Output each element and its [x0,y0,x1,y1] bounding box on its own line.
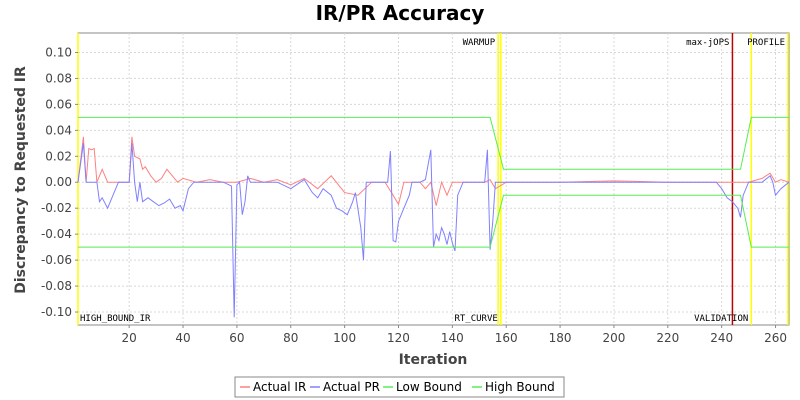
y-tick-label: 0.04 [45,123,72,137]
chart-title: IR/PR Accuracy [316,1,485,25]
x-tick-label: 80 [283,331,298,345]
markers [77,33,789,325]
legend-entry: Actual PR [323,380,380,394]
marker-label: RT_CURVE [454,314,497,324]
legend-box [234,376,565,398]
y-tick-label: 0.06 [45,97,72,111]
x-tick-label: 240 [710,331,733,345]
plot-area [77,32,790,326]
series-line [77,143,790,318]
x-tick-label: 120 [387,331,410,345]
y-tick-label: -0.02 [41,201,72,215]
y-tick-label: 0.00 [45,175,72,189]
x-tick-label: 40 [175,331,190,345]
marker-label: max-jOPS [686,38,729,48]
x-tick-label: 60 [229,331,244,345]
y-tick-label: -0.10 [41,305,72,319]
y-tick-label: 0.08 [45,71,72,85]
x-tick-label: 100 [333,331,356,345]
x-tick-label: 20 [122,331,137,345]
legend-entry: Actual IR [253,380,306,394]
y-tick-label: -0.06 [41,253,72,267]
y-axis-ticks: -0.10 -0.08 -0.06 -0.04 -0.02 0.00 0.02 0.04 0.0… [41,45,78,319]
x-tick-label: 260 [764,331,787,345]
x-tick-label: 140 [441,331,464,345]
x-tick-label: 180 [549,331,572,345]
y-tick-label: -0.04 [41,227,72,241]
y-tick-label: -0.08 [41,279,72,293]
y-axis-label: Discrepancy to Requested IR [13,66,29,294]
legend-entry: Low Bound [396,380,462,394]
x-tick-label: 200 [602,331,625,345]
marker-label: HIGH_BOUND_IR [80,314,151,324]
x-tick-label: 220 [656,331,679,345]
marker-label: VALIDATION [694,314,748,324]
y-tick-label: 0.02 [45,149,72,163]
series-lines [77,116,790,318]
series-line [78,194,789,248]
legend-entry: High Bound [485,380,555,394]
marker-labels: HIGH_BOUND_IR WARMUP RT_CURVE max-jOPS VALID… [80,38,785,324]
series-line [78,116,789,170]
y-tick-label: 0.10 [45,45,72,59]
marker-label: WARMUP [463,38,496,48]
legend: Actual IR Actual PR Low Bound High Bound [234,376,565,398]
x-axis-label: Iteration [399,352,468,368]
marker-label: PROFILE [747,38,785,48]
x-tick-label: 160 [495,331,518,345]
x-axis-ticks: 20 40 60 80 100 120 140 160 180 200 220 240 260 [122,325,787,345]
